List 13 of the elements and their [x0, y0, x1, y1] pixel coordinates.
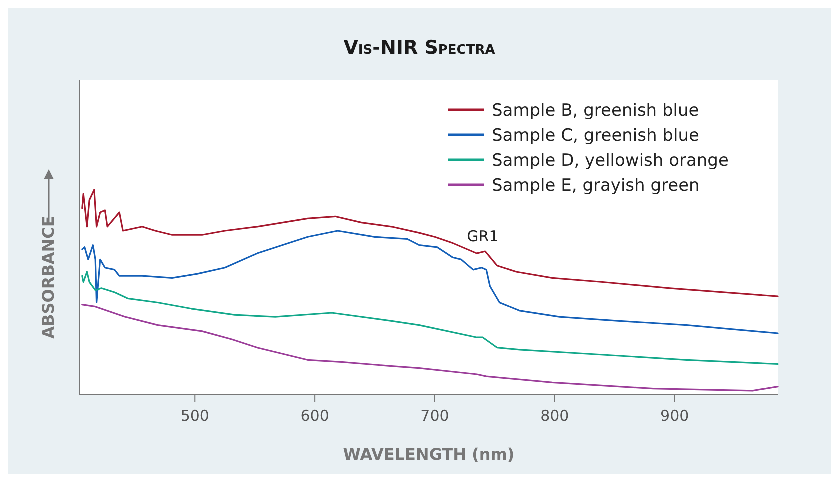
legend-label: Sample E, grayish green [492, 176, 700, 196]
x-tick-label: 600 [300, 407, 330, 425]
legend-label: Sample C, greenish blue [492, 126, 700, 146]
y-axis-title: ABSORBANCE [39, 216, 58, 339]
x-tick-label: 800 [540, 407, 570, 425]
x-axis-title: WAVELENGTH (nm) [343, 445, 515, 464]
x-tick-label: 700 [420, 407, 450, 425]
annotation: GR1 [467, 228, 499, 246]
legend-label: Sample B, greenish blue [492, 101, 700, 121]
legend-label: Sample D, yellowish orange [492, 151, 729, 171]
x-tick-label: 500 [180, 407, 210, 425]
x-tick-label: 900 [660, 407, 690, 425]
chart-title: Vis-NIR Spectra [344, 37, 496, 59]
